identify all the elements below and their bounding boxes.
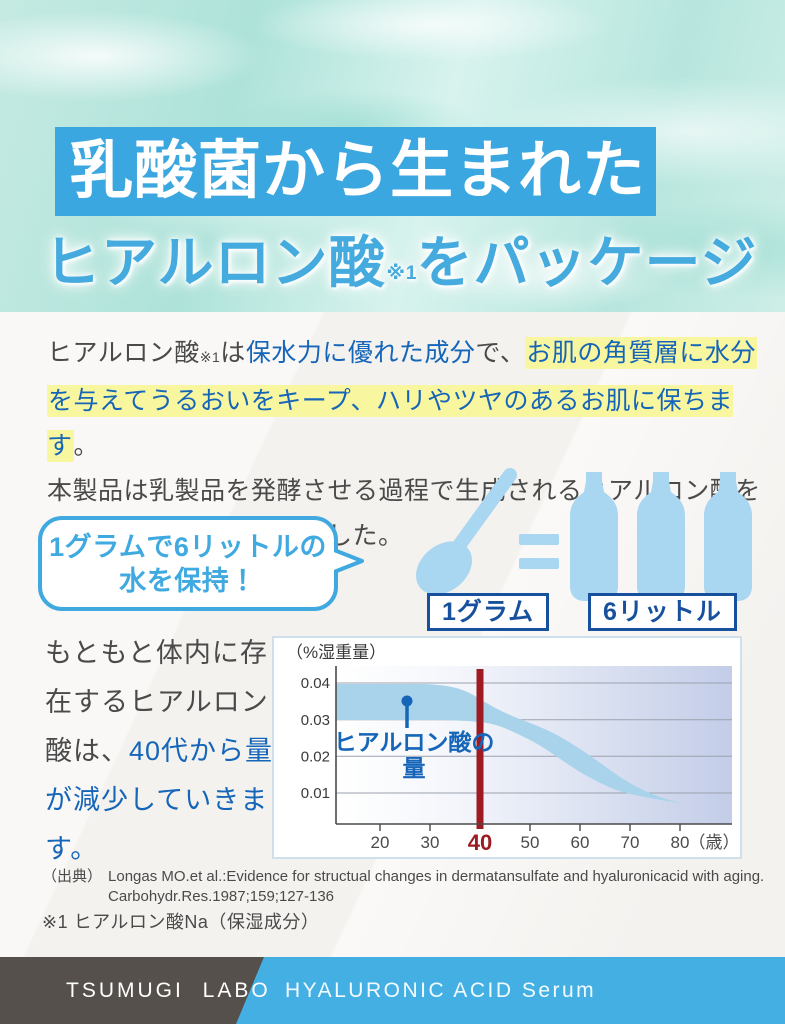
intro-text: ヒアルロン酸 bbox=[47, 339, 200, 367]
gridlines bbox=[336, 682, 732, 794]
side-note-gray: もともと体内に存在するヒアルロン酸は、 bbox=[45, 638, 269, 766]
brand-name: TSUMUGI LABO bbox=[66, 979, 271, 1002]
intro-footnote-marker: ※1 bbox=[199, 349, 221, 365]
svg-text:20: 20 bbox=[371, 833, 390, 852]
side-note: もともと体内に存在するヒアルロン酸は、40代から量が減少していきます。 bbox=[45, 629, 285, 874]
source-text: Longas MO.et al.:Evidence for structual … bbox=[108, 867, 764, 907]
headline-text: 乳酸菌から生まれた bbox=[70, 136, 646, 206]
footnote-1: ※1 ヒアルロン酸Na（保湿成分） bbox=[42, 908, 319, 934]
svg-text:70: 70 bbox=[621, 833, 640, 852]
source-citation: （出典） Longas MO.et al.:Evidence for struc… bbox=[42, 867, 764, 907]
speech-bubble-tail bbox=[334, 548, 364, 574]
equals-icon bbox=[519, 534, 559, 582]
side-note-blue: 40代から量が減少していきます。 bbox=[45, 736, 274, 864]
age-40-label: 40 bbox=[468, 830, 492, 855]
headline2-main: ヒアルロン酸 bbox=[44, 231, 386, 294]
intro-highlight: を与えてうるおいをキープ、ハリやツヤのあるお肌に保ちます bbox=[47, 385, 734, 462]
spoon-icon bbox=[416, 468, 517, 595]
headline-band: 乳酸菌から生まれた bbox=[55, 127, 656, 216]
intro-text: で、 bbox=[475, 339, 526, 367]
svg-text:0.04: 0.04 bbox=[301, 675, 330, 692]
svg-text:0.03: 0.03 bbox=[301, 712, 330, 729]
headline2-footnote-marker: ※1 bbox=[386, 263, 418, 284]
water-bottles-icon bbox=[570, 472, 752, 601]
intro-text: は bbox=[220, 339, 246, 367]
intro-text: 本製品は乳製品を発酵させる過程で生成されるヒアルロン酸を bbox=[47, 477, 761, 505]
footnote-1-text: ※1 ヒアルロン酸Na（保湿成分） bbox=[42, 912, 320, 932]
age-40-marker-line bbox=[476, 669, 484, 829]
svg-text:ヒアルロン酸の: ヒアルロン酸の bbox=[334, 729, 495, 755]
liter-tag: 6リットル bbox=[588, 593, 737, 631]
hyaluronic-amount-band bbox=[336, 684, 687, 804]
gram-tag-label: 1グラム bbox=[442, 598, 535, 626]
intro-highlight: お肌の角質層に水分 bbox=[525, 337, 757, 369]
intro-paragraph: ヒアルロン酸※1は保水力に優れた成分で、お肌の角質層に水分を与えてうるおいをキー… bbox=[47, 331, 779, 559]
intro-emphasis: 保水力に優れた成分 bbox=[245, 339, 476, 367]
speech-bubble: 1グラムで6リットルの 水を保持！ bbox=[38, 516, 338, 611]
intro-text: 。 bbox=[73, 432, 100, 460]
axes bbox=[335, 666, 732, 825]
chart-svg: （%湿重量） 0.04 0.03 0.02 0.01 20 30 40 50 6… bbox=[286, 643, 740, 855]
footer-bar: TSUMUGI LABO HYALURONIC ACID Serum bbox=[0, 957, 785, 1024]
product-name: HYALURONIC ACID Serum bbox=[285, 979, 597, 1002]
svg-text:60: 60 bbox=[571, 833, 590, 852]
chart-unit-title: （%湿重量） bbox=[286, 643, 386, 662]
x-axis-unit: （歳） bbox=[689, 833, 740, 852]
bubble-line1: 1グラムで6リットルの bbox=[49, 532, 327, 562]
hyaluronic-acid-age-chart: （%湿重量） 0.04 0.03 0.02 0.01 20 30 40 50 6… bbox=[272, 636, 742, 859]
source-line1: Longas MO.et al.:Evidence for structual … bbox=[108, 868, 765, 885]
footer-brand-block bbox=[0, 957, 264, 1024]
source-label: （出典） bbox=[42, 868, 103, 885]
x-axis-labels: 20 30 40 50 60 70 80 （歳） bbox=[371, 830, 740, 855]
headline-line2: ヒアルロン酸※1をパッケージ bbox=[44, 218, 757, 299]
y-axis-labels: 0.04 0.03 0.02 0.01 bbox=[301, 675, 330, 802]
svg-text:量: 量 bbox=[403, 755, 426, 781]
bubble-line2: 水を保持！ bbox=[119, 566, 257, 596]
band-annotation-pin bbox=[401, 695, 413, 728]
headline2-tail: をパッケージ bbox=[416, 231, 758, 294]
svg-text:30: 30 bbox=[421, 833, 440, 852]
svg-text:50: 50 bbox=[521, 833, 540, 852]
svg-text:0.02: 0.02 bbox=[301, 749, 330, 766]
band-annotation-label: ヒアルロン酸の 量 bbox=[334, 729, 495, 781]
gram-tag: 1グラム bbox=[427, 593, 550, 631]
x-tick-marks bbox=[379, 824, 681, 831]
svg-text:80: 80 bbox=[671, 833, 690, 852]
liter-tag-label: 6リットル bbox=[603, 598, 722, 626]
svg-text:0.01: 0.01 bbox=[301, 785, 330, 802]
source-line2: Carbohydr.Res.1987;159;127-136 bbox=[108, 888, 335, 905]
